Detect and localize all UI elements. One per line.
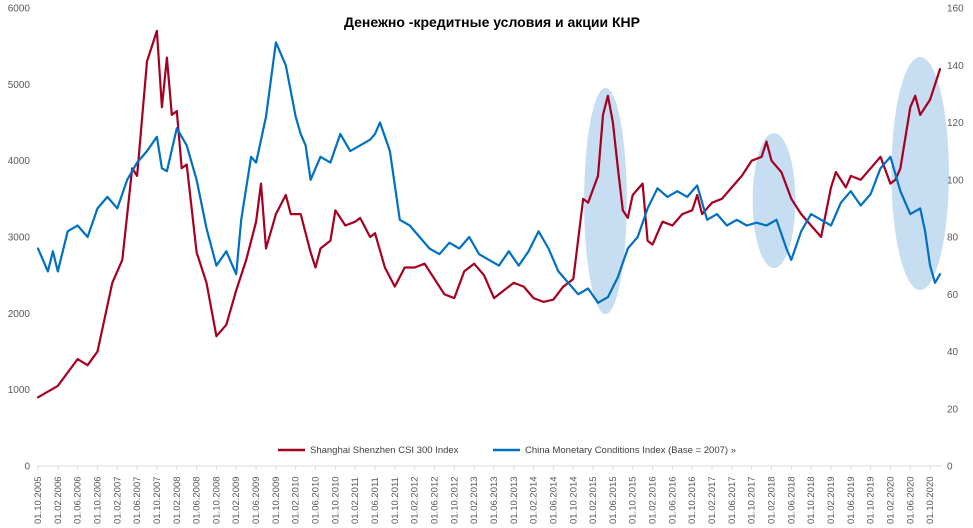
x-tick-label: 01.02.2013 (469, 476, 480, 524)
x-tick-label: 01.02.2018 (766, 476, 777, 524)
x-tick-label: 01.02.2008 (172, 476, 183, 524)
x-tick-label: 01.02.2009 (231, 476, 242, 524)
y-right-tick-label: 40 (947, 347, 959, 358)
x-tick-label: 01.06.2018 (786, 476, 797, 524)
x-tick-label: 01.06.2011 (370, 477, 381, 524)
y-right-tick-label: 140 (947, 61, 964, 72)
x-tick-label: 01.10.2011 (390, 477, 401, 524)
highlight-ellipse (891, 57, 949, 290)
series-line-mci (36, 41, 942, 304)
highlight-ellipses (584, 57, 949, 314)
x-tick-label: 01.10.2018 (806, 476, 817, 524)
x-tick-label: 01.10.2007 (152, 476, 163, 524)
x-axis: 01.10.2005 01.02.2006 01.06.2006 01.10.2006… (33, 466, 936, 524)
x-tick-label: 01.06.2017 (727, 476, 738, 524)
x-tick-label: 01.02.2010 (291, 476, 302, 524)
series-lines (36, 29, 942, 399)
y-axis-right: 0 20 40 60 80 100 120 140 160 (947, 4, 964, 473)
x-tick-label: 01.10.2013 (509, 476, 520, 524)
legend-label-csi300: Shanghai Shenzhen CSI 300 Index (310, 445, 459, 456)
y-left-tick-label: 6000 (8, 4, 31, 15)
x-tick-label: 01.10.2020 (925, 476, 936, 524)
x-tick-label: 01.06.2006 (73, 476, 84, 524)
x-tick-label: 01.02.2011 (350, 477, 361, 524)
y-left-tick-label: 0 (24, 462, 30, 473)
x-tick-label: 01.10.2012 (449, 476, 460, 524)
y-axis-left: 0 1000 2000 3000 4000 5000 6000 (8, 4, 31, 473)
x-tick-label: 01.06.2015 (608, 476, 619, 524)
x-tick-label: 01.02.2006 (53, 476, 64, 524)
y-left-tick-label: 3000 (8, 233, 31, 244)
x-tick-label: 01.02.2020 (885, 476, 896, 524)
x-tick-label: 01.02.2019 (826, 476, 837, 524)
y-right-tick-label: 20 (947, 404, 959, 415)
x-tick-label: 01.10.2015 (628, 476, 639, 524)
x-tick-label: 01.10.2010 (330, 476, 341, 524)
legend: Shanghai Shenzhen CSI 300 Index China Mo… (278, 445, 736, 456)
y-right-tick-label: 60 (947, 290, 959, 301)
x-tick-label: 01.02.2007 (112, 476, 123, 524)
x-tick-label: 01.02.2015 (588, 476, 599, 524)
y-right-tick-label: 160 (947, 4, 964, 15)
highlight-ellipse (752, 133, 796, 268)
y-left-tick-label: 2000 (8, 309, 31, 320)
x-tick-label: 01.06.2008 (192, 476, 203, 524)
x-tick-label: 01.10.2006 (92, 476, 103, 524)
x-tick-label: 01.06.2010 (311, 476, 322, 524)
y-right-tick-label: 120 (947, 118, 964, 129)
x-tick-label: 01.06.2019 (846, 476, 857, 524)
x-tick-label: 01.10.2008 (211, 476, 222, 524)
y-left-tick-label: 5000 (8, 80, 31, 91)
x-tick-label: 01.02.2016 (648, 476, 659, 524)
x-tick-label: 01.02.2014 (529, 476, 540, 524)
x-tick-label: 01.10.2019 (866, 476, 877, 524)
series-line-csi300 (36, 29, 942, 399)
x-tick-label: 01.10.2014 (568, 476, 579, 524)
legend-label-mci: China Monetary Conditions Index (Base = … (525, 445, 736, 456)
x-tick-label: 01.02.2017 (707, 476, 718, 524)
x-tick-label: 01.06.2014 (548, 476, 559, 524)
x-tick-label: 01.06.2020 (905, 476, 916, 524)
y-right-tick-label: 100 (947, 175, 964, 186)
x-tick-label: 01.02.2012 (410, 476, 421, 524)
y-left-tick-label: 1000 (8, 385, 31, 396)
x-tick-label: 01.10.2009 (271, 476, 282, 524)
x-tick-label: 01.06.2016 (667, 476, 678, 524)
x-tick-label: 01.10.2017 (747, 476, 758, 524)
x-tick-label: 01.10.2005 (33, 476, 44, 524)
chart-title: Денежно -кредитные условия и акции КНР (344, 14, 640, 30)
y-right-tick-label: 80 (947, 233, 959, 244)
x-tick-label: 01.06.2013 (489, 476, 500, 524)
x-tick-label: 01.06.2009 (251, 476, 262, 524)
y-right-tick-label: 0 (947, 462, 953, 473)
x-tick-label: 01.06.2007 (132, 476, 143, 524)
highlight-ellipse (584, 88, 627, 314)
y-left-tick-label: 4000 (8, 156, 31, 167)
x-tick-label: 01.06.2012 (429, 476, 440, 524)
x-tick-label: 01.10.2016 (687, 476, 698, 524)
